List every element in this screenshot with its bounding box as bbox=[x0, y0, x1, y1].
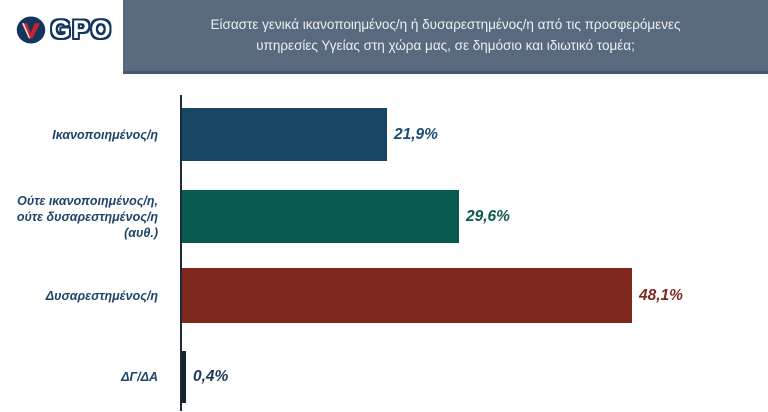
value-label: 48,1% bbox=[639, 286, 683, 304]
chart-row: Ικανοποιημένος/η 21,9% bbox=[0, 108, 768, 161]
bar bbox=[182, 108, 387, 161]
question-title-line-2: υπηρεσίες Υγείας στη χώρα μας, σε δημόσι… bbox=[256, 37, 635, 53]
category-label: ΔΓ/ΔΑ bbox=[121, 370, 158, 384]
gpo-logo-checkmark-icon bbox=[16, 16, 46, 44]
bar bbox=[182, 190, 459, 243]
value-label: 29,6% bbox=[466, 207, 510, 225]
gpo-logo: GPO bbox=[16, 12, 120, 48]
bar bbox=[182, 268, 632, 323]
category-label: Ικανοποιημένος/η bbox=[52, 127, 158, 142]
category-label: Ούτε ικανοποιημένος/η, ούτε δυσαρεστημένο… bbox=[16, 193, 158, 240]
category-label: Δυσαρεστημένος/η bbox=[45, 288, 158, 303]
gpo-logo-text: GPO bbox=[51, 15, 113, 44]
chart-row: Δυσαρεστημένος/η 48,1% bbox=[0, 268, 768, 323]
chart-row: ΔΓ/ΔΑ 0,4% bbox=[0, 351, 768, 403]
chart-axis-line bbox=[180, 95, 182, 411]
bar bbox=[182, 351, 186, 403]
value-label: 21,9% bbox=[394, 125, 438, 143]
question-title-line-1: Είσαστε γενικά ικανοποιημένος/η ή δυσαρε… bbox=[210, 16, 681, 32]
question-header: Είσαστε γενικά ικανοποιημένος/η ή δυσαρε… bbox=[123, 0, 768, 74]
chart-row: Ούτε ικανοποιημένος/η, ούτε δυσαρεστημένο… bbox=[0, 190, 768, 243]
value-label: 0,4% bbox=[193, 368, 229, 385]
